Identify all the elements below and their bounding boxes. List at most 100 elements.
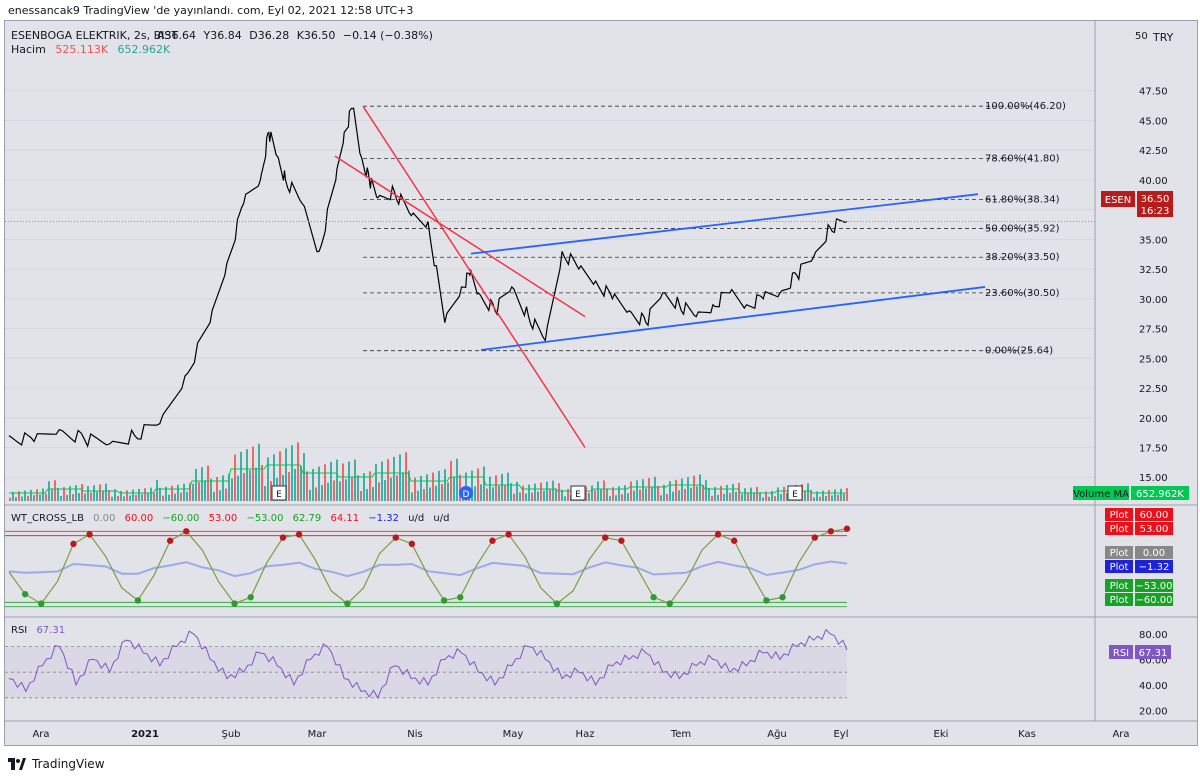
price-tick-label: 42.50 (1139, 146, 1168, 157)
volume-bar (411, 492, 413, 501)
wt-cross-dot (183, 528, 190, 535)
wt-momentum-line (8, 560, 848, 578)
time-axis-label: Mar (308, 729, 328, 740)
volume-bar (168, 494, 170, 501)
wt-tag-value: 60.00 (1140, 510, 1169, 521)
price-tick-label: 45.00 (1139, 116, 1168, 127)
volume-bar (675, 479, 677, 501)
time-axis-label: May (503, 729, 524, 740)
volume-bar (438, 470, 440, 501)
volume-bar (660, 495, 662, 501)
wt-cross-dot (86, 531, 93, 538)
volume-bar (273, 454, 275, 501)
volume-bar (318, 466, 320, 501)
volume-bar (150, 487, 152, 501)
svg-text:ESENBOGA ELEKTRIK, 2s, BIST: ESENBOGA ELEKTRIK, 2s, BIST (11, 29, 178, 42)
rsi-pane (5, 628, 848, 699)
volume-bar (141, 494, 143, 501)
wt-tag-label: Plot (1110, 581, 1129, 592)
volume-bar (15, 497, 17, 501)
wt-cross-dot (279, 534, 287, 541)
volume-bar (654, 476, 656, 501)
volume-bar (39, 494, 41, 501)
rsi-value: 67.31 (36, 625, 65, 636)
volume-bar (186, 491, 188, 501)
time-axis-label: 2021 (131, 729, 159, 740)
volume-bar (525, 493, 527, 501)
volume-bar (708, 487, 710, 501)
wt-tag-label: Plot (1110, 524, 1129, 535)
rsi-tick-label: 80.00 (1139, 630, 1168, 641)
wt-tag-value-box (1135, 560, 1173, 573)
volume-bar (825, 496, 827, 501)
volume-bar (519, 492, 521, 501)
volume-bar (261, 464, 263, 501)
volume-bar (60, 496, 62, 501)
trend-channels[interactable] (334, 105, 986, 448)
volume-bar (255, 467, 257, 501)
svg-text:WT_CROSS_LB 0.00 6: WT_CROSS_LB 0.00 60.00 −60.00 53.00 −53.… (11, 513, 449, 524)
volume-bar (558, 483, 560, 501)
volume-bar (561, 489, 563, 501)
volume-bar (363, 473, 365, 501)
red-channel-lower (334, 155, 586, 318)
volume-bar (258, 443, 260, 501)
volume-bar (456, 458, 458, 501)
price-tick-label: 15.00 (1139, 473, 1168, 484)
volume-bar (408, 470, 410, 501)
volume-bar (552, 480, 554, 501)
volume-bar (177, 484, 179, 501)
volume-bar (834, 489, 836, 501)
volume-value: 525.113K (55, 43, 108, 56)
volume-bar (336, 459, 338, 501)
volume-bar (810, 489, 812, 501)
volume-bar (78, 493, 80, 501)
volume-bar (648, 477, 650, 501)
volume-bar (234, 454, 236, 501)
volume-bar (51, 489, 53, 501)
wt-cross-dot (827, 528, 835, 535)
volume-bar (630, 481, 632, 501)
wt-tag-value: −53.00 (1135, 581, 1172, 592)
volume-bar (288, 471, 290, 501)
volume-bar (534, 483, 536, 501)
chart-svg[interactable]: 100.00%(46.20) 78.60%(41.80) 61.80%(38.34)… (5, 21, 1197, 745)
chart-container[interactable]: 100.00%(46.20) 78.60%(41.80) 61.80%(38.34)… (4, 20, 1198, 746)
volume-bar (690, 487, 692, 501)
volume-bar (210, 478, 212, 501)
volume-bar (228, 473, 230, 501)
volume-bar (822, 490, 824, 501)
volume-bar (504, 484, 506, 501)
volume-bar (819, 496, 821, 501)
volume-bar (42, 488, 44, 501)
volume-bar (549, 489, 551, 501)
volume-bar (432, 472, 434, 501)
volume-bar (756, 486, 758, 501)
blue-channel-lower (480, 286, 986, 351)
volume-bar (246, 449, 248, 501)
rsi-title: RSI (11, 625, 27, 636)
volume-bar (126, 490, 128, 501)
wt-cross-dot (457, 594, 464, 601)
volume-bar (492, 487, 494, 501)
wt-value-4: 53.00 (209, 513, 238, 524)
volume-bar (435, 485, 437, 501)
last-price-countdown: 16:23 (1141, 206, 1170, 217)
wt-tag-label-box (1105, 579, 1133, 592)
volume-bar (624, 485, 626, 501)
wt-value-7: 64.11 (330, 513, 359, 524)
price-tick-label: 32.50 (1139, 265, 1168, 276)
volume-bar (441, 484, 443, 501)
volume-bar (417, 490, 419, 501)
volume-bar (765, 491, 767, 501)
wt-cross-dot (134, 597, 142, 604)
volume-bar (306, 471, 308, 501)
last-price-tag: ESEN 36.50 16:23 (1101, 191, 1173, 217)
volume-bar (213, 491, 215, 501)
volume-bar (180, 492, 182, 501)
volume-bar (138, 488, 140, 501)
volume-bar (30, 489, 32, 501)
wt-cross-dot (408, 540, 416, 548)
